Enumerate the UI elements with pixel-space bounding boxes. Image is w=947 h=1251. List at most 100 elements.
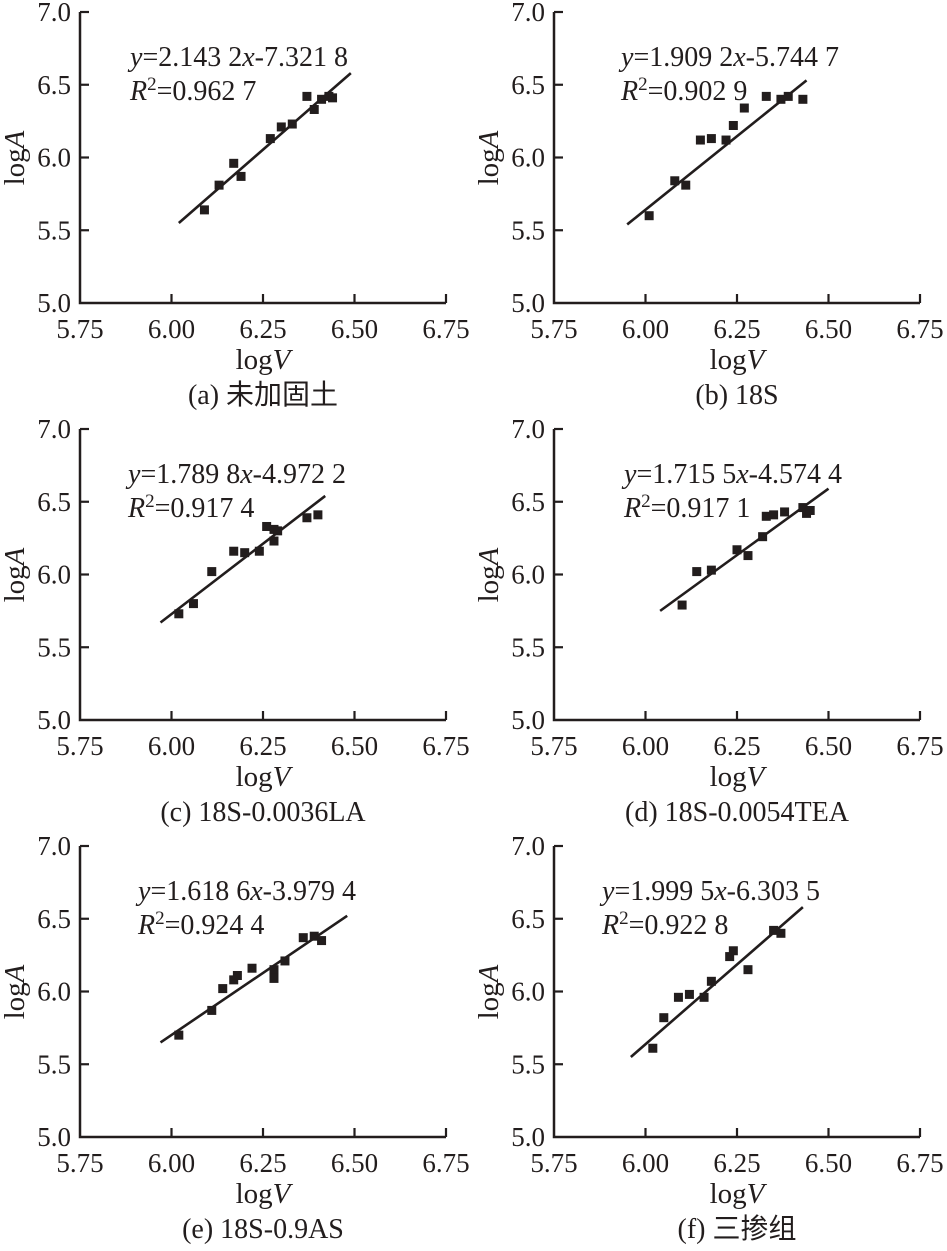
y-tick-label: 6.0 [37, 560, 71, 590]
data-point [328, 93, 338, 103]
r-squared-text: R2=0.922 8 [601, 908, 728, 941]
data-point [247, 963, 257, 973]
data-point [309, 104, 319, 114]
data-point [728, 120, 738, 130]
data-point [254, 546, 264, 556]
x-tick-label: 5.75 [56, 731, 103, 761]
data-point [218, 984, 228, 994]
data-point [287, 119, 297, 129]
x-tick-label: 5.75 [530, 1148, 577, 1178]
y-axis-label: logA [474, 964, 505, 1019]
data-point [229, 546, 239, 556]
data-point [317, 936, 327, 946]
x-tick-label: 6.00 [148, 1148, 195, 1178]
x-tick-label: 6.50 [331, 731, 378, 761]
x-tick-label: 6.00 [148, 314, 195, 344]
subplot-d: 5.75 6.00 6.25 6.50 6.75 5.0 5.5 6.0 6.5 7.0 y=1.7… [474, 417, 947, 834]
axes-spines [552, 12, 920, 305]
equation-text: y=1.715 5x-4.574 4 [621, 459, 842, 490]
data-point [188, 599, 198, 609]
r-squared-text: R2=0.924 4 [137, 908, 264, 941]
x-axis-label: logV [709, 761, 767, 793]
x-tick-label: 6.25 [239, 1148, 286, 1178]
x-tick-label: 6.75 [896, 1148, 943, 1178]
y-tick-label: 7.0 [37, 0, 71, 27]
data-point [706, 565, 716, 575]
subplot-caption: (f) 三掺组 [677, 1213, 796, 1245]
y-tick-label: 7.0 [37, 834, 71, 861]
x-tick-label: 6.00 [621, 1148, 668, 1178]
data-point [302, 91, 312, 101]
data-point [669, 176, 679, 186]
data-point [232, 970, 242, 980]
subplot-caption: (e) 18S-0.9AS [182, 1214, 344, 1245]
data-point [761, 91, 771, 101]
r-squared-text: R2=0.962 7 [129, 74, 256, 107]
x-tick-label: 6.50 [331, 1148, 378, 1178]
equation-text: y=1.909 2x-5.744 7 [618, 42, 839, 73]
axes-spines [78, 12, 446, 305]
x-tick-label: 6.50 [331, 314, 378, 344]
data-point [265, 134, 275, 144]
data-point [797, 503, 807, 513]
x-tick-label: 6.25 [713, 731, 760, 761]
r-squared-text: R2=0.917 4 [127, 491, 254, 524]
data-point [207, 1005, 217, 1015]
y-tick-label: 5.0 [511, 1122, 545, 1152]
data-point [699, 992, 709, 1002]
equation-text: y=1.999 5x-6.303 5 [599, 876, 820, 907]
y-tick-label: 5.5 [37, 632, 71, 662]
y-tick-label: 6.5 [37, 904, 71, 934]
data-point [236, 171, 246, 181]
x-tick-label: 6.25 [239, 731, 286, 761]
axes-spines [552, 429, 920, 722]
subplot-c: 5.75 6.00 6.25 6.50 6.75 5.0 5.5 6.0 6.5 7.0 y=1.7… [0, 417, 473, 834]
data-point [317, 94, 327, 104]
data-point [706, 134, 716, 144]
subplot-e-svg: 5.75 6.00 6.25 6.50 6.75 5.0 5.5 6.0 6.5 7.0 y=1.6… [0, 834, 470, 1245]
data-point [174, 609, 184, 619]
data-point [768, 510, 778, 520]
data-point [298, 933, 308, 943]
data-point [728, 946, 738, 956]
y-tick-label: 6.0 [511, 560, 545, 590]
y-tick-label: 6.5 [511, 904, 545, 934]
x-tick-label: 6.50 [804, 314, 851, 344]
data-point [229, 158, 239, 168]
data-point [677, 600, 687, 610]
subplot-a: 5.75 6.00 6.25 6.50 6.75 5.0 5.5 6.0 6.5 7.0 y=2.1… [0, 0, 473, 417]
data-point [174, 1030, 184, 1040]
data-point [262, 521, 272, 531]
y-tick-label: 5.5 [37, 1049, 71, 1079]
data-point [768, 925, 778, 935]
y-axis-label: logA [0, 547, 31, 602]
x-tick-label: 6.25 [239, 314, 286, 344]
y-tick-label: 7.0 [511, 834, 545, 861]
y-tick-label: 7.0 [37, 417, 71, 444]
fit-line [159, 494, 327, 624]
x-tick-label: 6.75 [422, 731, 469, 761]
data-point [805, 505, 815, 515]
y-tick-label: 5.5 [37, 215, 71, 245]
x-tick-label: 6.00 [621, 314, 668, 344]
data-point [269, 536, 279, 546]
y-axis-label: logA [0, 130, 31, 185]
x-axis-label: logV [236, 344, 294, 376]
x-tick-label: 6.25 [713, 1148, 760, 1178]
data-point [214, 180, 224, 190]
data-point [797, 94, 807, 104]
data-point [269, 973, 279, 983]
subplot-b: 5.75 6.00 6.25 6.50 6.75 5.0 5.5 6.0 6.5 7.0 y=1.9… [474, 0, 947, 417]
data-point [269, 965, 279, 975]
r-squared-text: R2=0.902 9 [620, 74, 747, 107]
data-point [280, 956, 290, 966]
equation-text: y=2.143 2x-7.321 8 [127, 42, 348, 73]
data-point [207, 567, 217, 577]
data-point [680, 180, 690, 190]
y-axis-label: logA [0, 964, 31, 1019]
data-point [276, 122, 286, 132]
axes-spines [78, 846, 446, 1139]
data-point [199, 205, 209, 215]
data-point [684, 989, 694, 999]
data-point [658, 1013, 668, 1023]
